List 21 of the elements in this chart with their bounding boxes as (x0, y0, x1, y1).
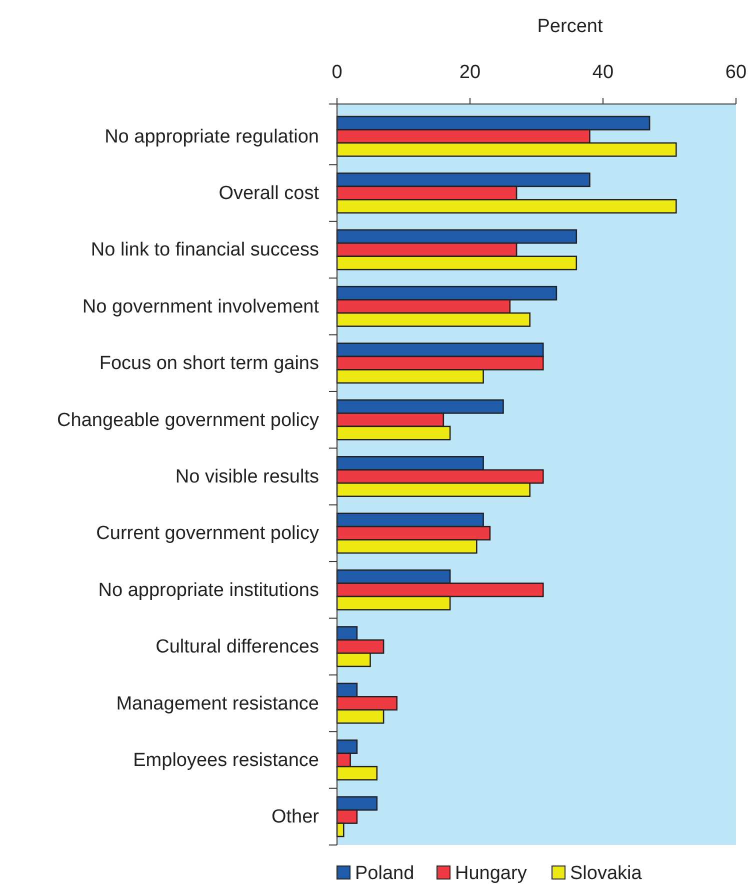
y-tick-label: Current government policy (96, 523, 320, 544)
y-tick-label: No appropriate regulation (104, 126, 319, 148)
y-tick-label: No appropriate institutions (98, 580, 319, 601)
y-tick-label: No government involvement (82, 296, 320, 318)
y-tick-label: Other (271, 806, 320, 828)
y-tick-label: No visible results (175, 466, 319, 488)
y-tick-label: Cultural differences (156, 636, 319, 658)
x-tick-label: 40 (592, 62, 614, 83)
legend-label: Poland (355, 863, 414, 884)
y-tick-label: Employees resistance (133, 750, 319, 771)
x-tick-label: 0 (332, 62, 342, 83)
y-tick-label: Changeable government policy (57, 410, 320, 431)
x-tick-label: 60 (725, 62, 747, 83)
legend-label: Hungary (455, 863, 528, 884)
x-tick-label: 20 (459, 62, 481, 83)
legend-label: Slovakia (570, 863, 642, 884)
x-axis-title: Percent (537, 16, 604, 37)
y-tick-label: Overall cost (218, 183, 320, 204)
y-tick-label: Management resistance (116, 693, 319, 714)
y-tick-label: Focus on short term gains (99, 353, 319, 374)
y-tick-label: No link to financial success (90, 240, 319, 261)
